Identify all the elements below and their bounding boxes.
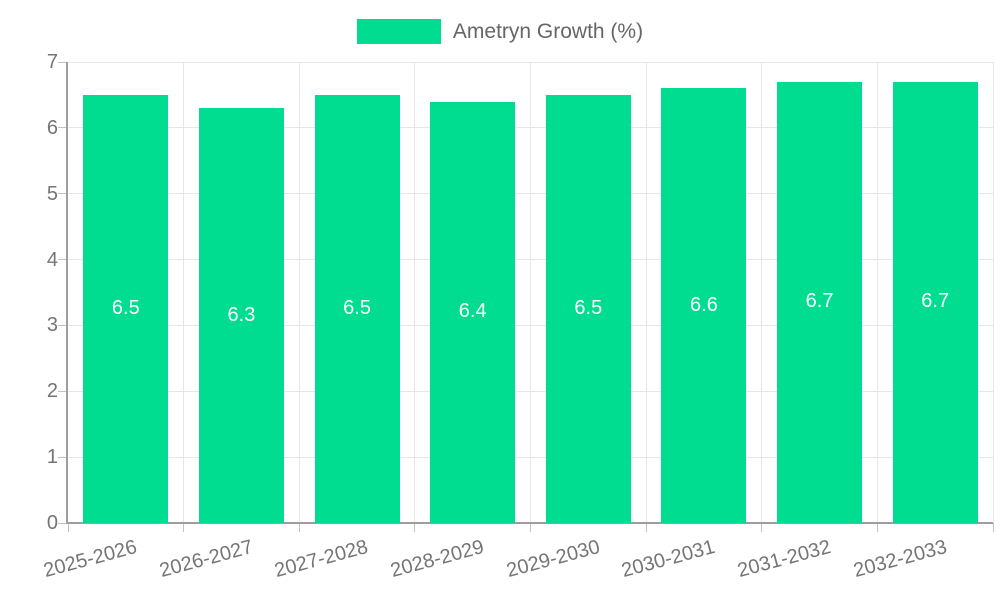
bar[interactable] — [83, 94, 169, 523]
bar[interactable] — [777, 81, 863, 523]
x-axis-tick — [645, 523, 647, 532]
x-axis-tick — [530, 523, 531, 532]
y-axis-label: 2 — [46, 380, 58, 403]
y-axis-tick — [58, 390, 68, 392]
bar-value-label: 6.3 — [227, 303, 256, 326]
x-axis-tick — [414, 523, 416, 532]
gridline-vertical — [530, 62, 531, 523]
x-axis-tick — [761, 523, 763, 532]
x-axis-label: 2025-2026 — [41, 536, 140, 583]
gridline-vertical — [414, 62, 416, 523]
y-axis-tick — [58, 456, 68, 458]
x-axis-tick — [67, 523, 69, 532]
gridline-vertical — [298, 62, 300, 523]
x-axis-tick — [183, 523, 185, 532]
gridline-vertical — [183, 62, 185, 523]
x-axis-tick — [992, 523, 994, 532]
y-axis-line — [66, 62, 68, 523]
x-axis-label: 2026-2027 — [157, 536, 256, 583]
bar-value-label: 6.5 — [343, 296, 371, 319]
bar[interactable] — [430, 101, 516, 523]
bar[interactable] — [545, 94, 631, 523]
y-axis-label: 3 — [46, 314, 58, 337]
x-axis-label: 2029-2030 — [503, 536, 603, 583]
y-axis-label: 0 — [46, 512, 58, 534]
bar[interactable] — [661, 88, 747, 523]
bar-value-label: 6.5 — [574, 296, 603, 319]
y-axis-tick — [58, 259, 68, 261]
y-axis-tick — [58, 522, 68, 524]
x-axis-tick — [876, 523, 878, 532]
y-axis-label: 7 — [46, 51, 58, 73]
legend-swatch — [356, 19, 441, 44]
y-axis-tick — [58, 61, 68, 63]
x-axis-line — [66, 522, 993, 524]
y-axis-label: 1 — [46, 446, 58, 469]
x-axis-tick — [298, 523, 300, 532]
gridline-vertical — [761, 62, 763, 523]
x-axis-label: 2031-2032 — [735, 536, 834, 583]
bar[interactable] — [892, 81, 978, 523]
y-axis-tick — [58, 324, 68, 326]
y-axis-label: 5 — [46, 182, 58, 205]
gridline-vertical — [876, 62, 878, 523]
y-axis-tick — [58, 193, 68, 195]
bar-value-label: 6.7 — [921, 290, 950, 313]
y-axis-label: 4 — [46, 248, 58, 271]
bar-value-label: 6.7 — [805, 290, 834, 313]
x-axis-label: 2030-2031 — [619, 536, 718, 583]
y-axis-label: 6 — [46, 116, 58, 139]
x-axis-label: 2032-2033 — [850, 536, 949, 583]
gridline-vertical — [992, 62, 994, 523]
gridline-vertical — [645, 62, 647, 523]
x-axis-label: 2028-2029 — [388, 536, 487, 583]
bar-value-label: 6.4 — [458, 300, 487, 323]
bar-value-label: 6.5 — [111, 296, 140, 319]
y-axis-tick — [58, 127, 68, 129]
legend-label: Ametryn Growth (%) — [452, 20, 644, 43]
bar-value-label: 6.6 — [690, 293, 718, 316]
bar[interactable] — [198, 108, 284, 523]
legend[interactable]: Ametryn Growth (%) — [0, 19, 1000, 44]
bar[interactable] — [314, 94, 400, 523]
x-axis-label: 2027-2028 — [272, 536, 371, 583]
